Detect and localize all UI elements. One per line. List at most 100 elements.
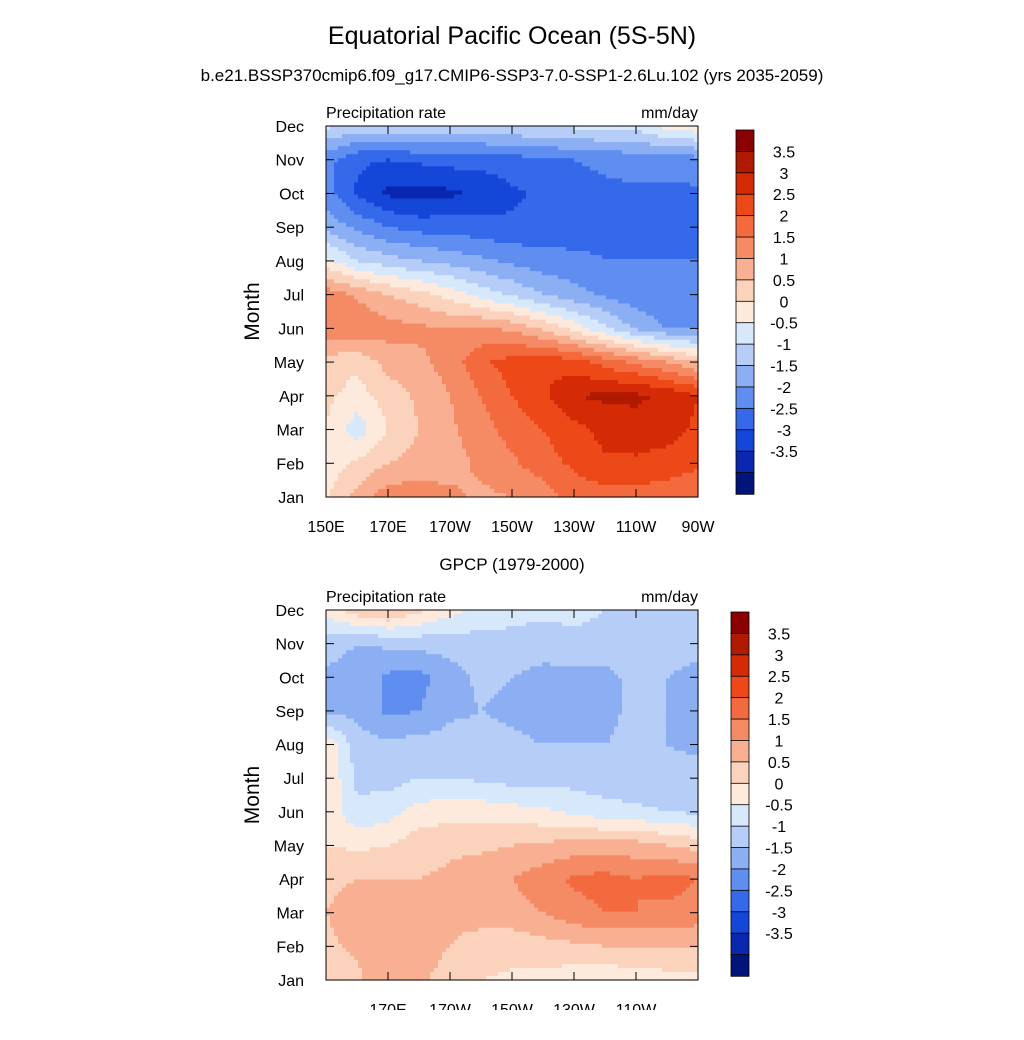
contour-cell bbox=[546, 178, 551, 184]
contour-cell bbox=[646, 263, 651, 268]
contour-cell bbox=[342, 126, 347, 131]
contour-cell bbox=[522, 287, 527, 292]
contour-cell bbox=[442, 198, 447, 204]
contour-cell bbox=[454, 126, 459, 131]
contour-cell bbox=[650, 319, 655, 325]
contour-cell bbox=[350, 311, 355, 317]
contour-cell bbox=[574, 275, 579, 280]
contour-cell bbox=[370, 154, 375, 159]
contour-cell bbox=[374, 335, 379, 341]
contour-cell bbox=[390, 158, 395, 163]
contour-cell bbox=[622, 162, 627, 167]
contour-cell bbox=[474, 315, 479, 321]
contour-cell bbox=[502, 202, 507, 208]
contour-cell bbox=[686, 283, 691, 288]
contour-cell bbox=[338, 271, 343, 276]
contour-cell bbox=[586, 331, 591, 337]
contour-cell bbox=[674, 166, 679, 171]
contour-cell bbox=[482, 186, 487, 192]
contour-cell bbox=[326, 331, 331, 337]
contour-cell bbox=[410, 218, 415, 224]
contour-cell bbox=[682, 178, 687, 184]
contour-cell bbox=[510, 251, 515, 256]
contour-cell bbox=[482, 194, 487, 200]
contour-cell bbox=[682, 142, 687, 147]
contour-cell bbox=[358, 138, 363, 143]
contour-cell bbox=[538, 186, 543, 192]
contour-cell bbox=[674, 238, 679, 244]
contour-cell bbox=[638, 222, 643, 228]
contour-cell bbox=[630, 255, 635, 260]
contour-cell bbox=[386, 214, 391, 220]
contour-cell bbox=[490, 311, 495, 317]
contour-cell bbox=[378, 242, 383, 248]
contour-cell bbox=[502, 126, 507, 131]
contour-cell bbox=[614, 238, 619, 244]
contour-cell bbox=[518, 202, 523, 208]
contour-cell bbox=[542, 259, 547, 264]
contour-cell bbox=[386, 150, 391, 155]
contour-cell bbox=[654, 178, 659, 184]
contour-cell bbox=[350, 267, 355, 272]
contour-cell bbox=[382, 283, 387, 288]
contour-cell bbox=[342, 275, 347, 280]
contour-cell bbox=[394, 174, 399, 180]
contour-cell bbox=[626, 190, 631, 196]
contour-cell bbox=[422, 279, 427, 284]
contour-cell bbox=[490, 230, 495, 236]
contour-cell bbox=[430, 222, 435, 228]
contour-cell bbox=[330, 226, 335, 232]
contour-cell bbox=[462, 255, 467, 260]
contour-cell bbox=[366, 162, 371, 167]
contour-cell bbox=[334, 178, 339, 184]
contour-cell bbox=[326, 218, 331, 224]
contour-cell bbox=[486, 218, 491, 224]
contour-cell bbox=[602, 287, 607, 292]
contour-cell bbox=[414, 295, 419, 300]
contour-cell bbox=[518, 234, 523, 240]
contour-cell bbox=[494, 234, 499, 240]
contour-cell bbox=[370, 238, 375, 244]
contour-cell bbox=[482, 295, 487, 300]
contour-cell bbox=[414, 339, 419, 345]
contour-cell bbox=[618, 214, 623, 220]
contour-cell bbox=[674, 255, 679, 260]
contour-cell bbox=[450, 190, 455, 196]
contour-cell bbox=[594, 299, 599, 305]
contour-cell bbox=[686, 182, 691, 188]
contour-cell bbox=[338, 267, 343, 272]
contour-cell bbox=[382, 162, 387, 167]
contour-cell bbox=[642, 186, 647, 192]
contour-cell bbox=[654, 186, 659, 192]
contour-cell bbox=[550, 275, 555, 280]
contour-cell bbox=[510, 275, 515, 280]
contour-cell bbox=[506, 327, 511, 333]
contour-cell bbox=[442, 315, 447, 321]
contour-cell bbox=[654, 134, 659, 139]
contour-cell bbox=[434, 214, 439, 220]
contour-cell bbox=[382, 311, 387, 317]
contour-cell bbox=[462, 283, 467, 288]
contour-cell bbox=[578, 307, 583, 313]
contour-cell bbox=[546, 287, 551, 292]
contour-cell bbox=[466, 186, 471, 192]
contour-cell bbox=[630, 154, 635, 159]
contour-cell bbox=[462, 246, 467, 252]
contour-cell bbox=[586, 307, 591, 313]
contour-cell bbox=[554, 291, 559, 296]
contour-cell bbox=[450, 279, 455, 284]
contour-cell bbox=[530, 291, 535, 296]
contour-cell bbox=[534, 138, 539, 143]
contour-cell bbox=[410, 291, 415, 296]
contour-cell bbox=[374, 142, 379, 147]
contour-cell bbox=[550, 134, 555, 139]
contour-cell bbox=[562, 158, 567, 163]
contour-cell bbox=[598, 251, 603, 256]
contour-cell bbox=[430, 150, 435, 155]
contour-cell bbox=[350, 194, 355, 200]
contour-cell bbox=[614, 182, 619, 188]
contour-cell bbox=[610, 182, 615, 188]
contour-cell bbox=[502, 190, 507, 196]
contour-cell bbox=[414, 166, 419, 171]
contour-cell bbox=[330, 315, 335, 321]
